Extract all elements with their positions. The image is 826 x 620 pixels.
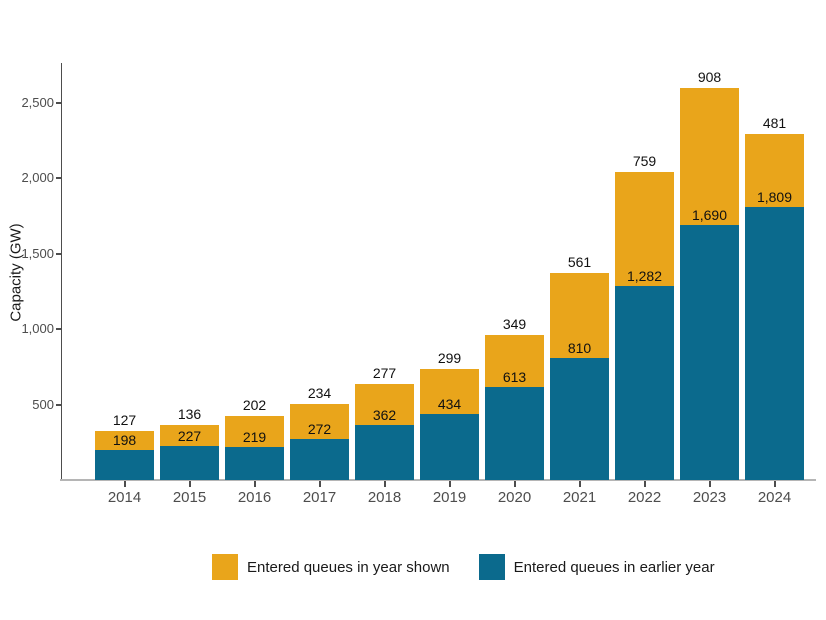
bar-segment-earlier-year (290, 438, 349, 480)
legend-item: Entered queues in earlier year (478, 554, 715, 580)
value-label-earlier-year: 219 (242, 428, 267, 445)
value-label-year-shown: 759 (632, 152, 657, 169)
x-tick-label: 2015 (172, 489, 207, 506)
x-tick-label: 2020 (497, 489, 532, 506)
bar-segment-earlier-year (225, 446, 284, 480)
x-axis-line (60, 479, 816, 481)
value-label-earlier-year: 810 (567, 339, 592, 356)
x-tick-label: 2017 (302, 489, 337, 506)
x-tick-mark (643, 481, 646, 487)
value-label-year-shown: 349 (502, 315, 527, 332)
y-axis-line (61, 63, 62, 480)
y-tick-label: 1,000 (21, 321, 54, 336)
value-label-earlier-year: 1,690 (691, 206, 728, 223)
bar-segment-year-shown (355, 383, 414, 426)
x-tick-label: 2022 (627, 489, 662, 506)
bar-segment-year-shown (290, 403, 349, 439)
y-axis-title: Capacity (GW) (7, 223, 25, 322)
x-tick-mark (708, 481, 711, 487)
value-label-earlier-year: 434 (437, 396, 462, 413)
value-label-earlier-year: 1,809 (756, 188, 793, 205)
legend-label: Entered queues in year shown (247, 558, 450, 576)
value-label-earlier-year: 613 (502, 369, 527, 386)
bar-segment-year-shown (225, 416, 284, 447)
value-label-earlier-year: 198 (112, 432, 137, 449)
x-tick-label: 2019 (432, 489, 467, 506)
legend: Entered queues in year shown Entered queu… (212, 554, 715, 580)
legend-swatch (478, 554, 505, 580)
y-tick-mark (56, 101, 62, 104)
bar-segment-year-shown (745, 134, 804, 207)
bar-segment-earlier-year (680, 224, 739, 480)
value-label-year-shown: 908 (697, 68, 722, 85)
value-label-year-shown: 234 (307, 384, 332, 401)
value-label-earlier-year: 1,282 (626, 268, 663, 285)
bar-segment-year-shown (615, 171, 674, 287)
value-label-year-shown: 136 (177, 406, 202, 423)
bar-segment-earlier-year (745, 206, 804, 480)
x-tick-mark (513, 481, 516, 487)
y-tick-mark (56, 252, 62, 255)
y-tick-mark (56, 403, 62, 406)
bar-segment-year-shown (680, 87, 739, 225)
legend-swatch (212, 554, 238, 580)
x-tick-mark (188, 481, 191, 487)
value-label-year-shown: 127 (112, 411, 137, 428)
x-tick-mark (773, 481, 776, 487)
bar-segment-earlier-year (95, 450, 154, 480)
bar-segment-year-shown (420, 369, 479, 415)
x-tick-label: 2018 (367, 489, 402, 506)
y-tick-label: 500 (32, 396, 54, 412)
x-tick-mark (448, 481, 451, 487)
legend-label: Entered queues in earlier year (513, 558, 715, 576)
bar-segment-earlier-year (485, 387, 544, 480)
value-label-year-shown: 202 (242, 397, 267, 414)
bar-segment-earlier-year (355, 425, 414, 480)
x-tick-label: 2023 (692, 489, 727, 506)
y-tick-label: 2,500 (21, 94, 54, 110)
x-tick-mark (578, 481, 581, 487)
legend-item: Entered queues in year shown (212, 554, 450, 580)
value-label-year-shown: 481 (762, 115, 787, 132)
y-tick-mark (56, 177, 62, 179)
bar-segment-year-shown (485, 334, 544, 388)
bar-segment-year-shown (95, 430, 154, 451)
x-tick-mark (123, 481, 126, 487)
value-label-earlier-year: 362 (372, 407, 397, 424)
x-tick-mark (318, 481, 321, 487)
bar-segment-year-shown (160, 425, 219, 446)
value-label-year-shown: 561 (567, 253, 592, 270)
x-tick-mark (383, 481, 386, 487)
x-tick-label: 2016 (237, 489, 272, 506)
value-label-earlier-year: 227 (177, 427, 202, 444)
x-tick-label: 2021 (562, 489, 597, 506)
value-label-year-shown: 277 (372, 364, 397, 381)
x-tick-mark (253, 481, 256, 487)
value-label-earlier-year: 272 (307, 420, 332, 437)
bar-segment-year-shown (550, 272, 609, 358)
x-tick-label: 2014 (107, 489, 142, 506)
x-tick-label: 2024 (757, 489, 792, 506)
bar-segment-earlier-year (420, 414, 479, 480)
y-tick-mark (56, 328, 62, 330)
bar-segment-earlier-year (550, 357, 609, 480)
bar-segment-earlier-year (615, 286, 674, 480)
value-label-year-shown: 299 (437, 350, 462, 367)
bar-segment-earlier-year (160, 445, 219, 480)
y-tick-label: 2,000 (21, 170, 54, 185)
y-tick-label: 1,500 (21, 245, 54, 261)
